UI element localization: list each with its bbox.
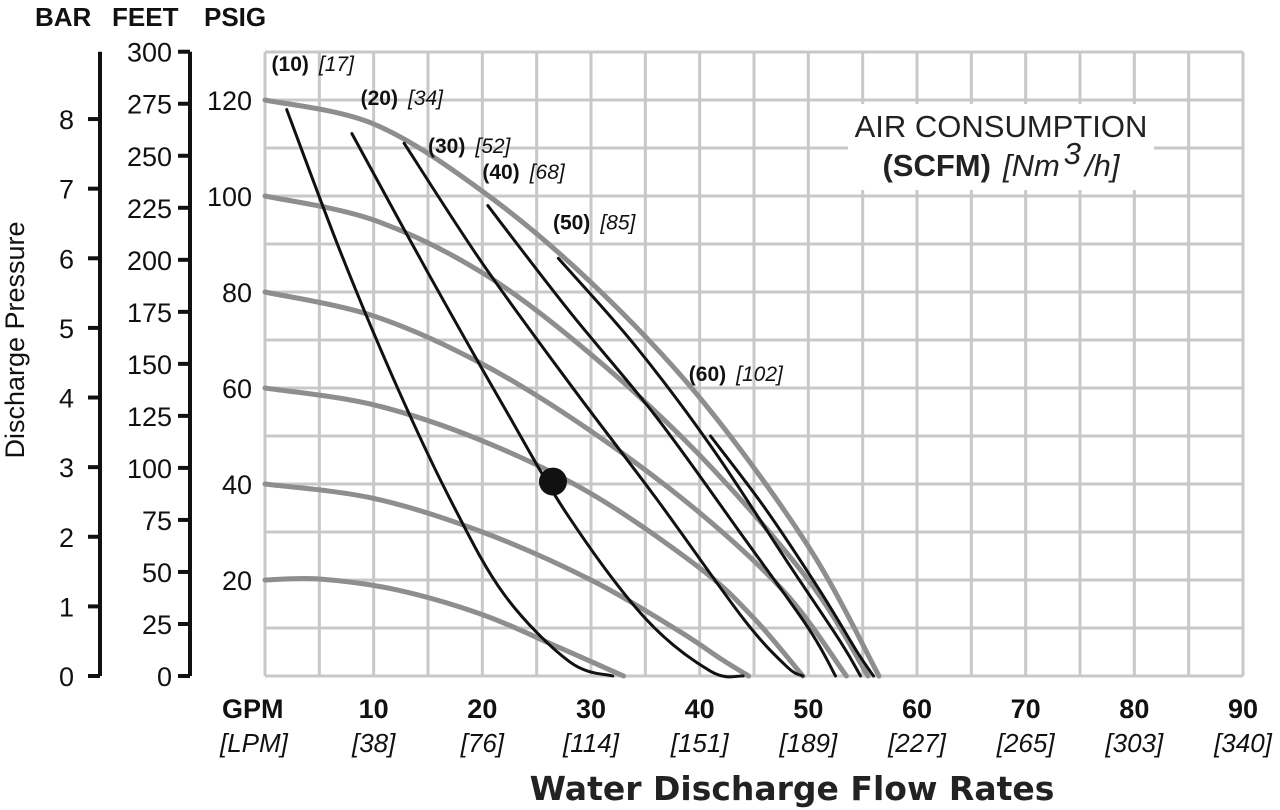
bar-tick: 5 — [59, 314, 74, 344]
legend-unit: (SCFM) [Nm 3 /h] — [882, 136, 1120, 183]
pressure-curve-20 — [262, 575, 627, 679]
x-axis-title: Water Discharge Flow Rates — [530, 769, 1055, 808]
legend-unit-nm: [Nm — [1002, 148, 1060, 183]
feet-axis-header: FEET — [112, 2, 179, 32]
x-tick-lpm: [189] — [778, 728, 838, 758]
air-curve-scfm: (40) — [482, 161, 519, 184]
x-tick-lpm: [114] — [562, 728, 620, 758]
psig-tick: 100 — [207, 182, 252, 212]
air-curve-3 — [402, 141, 805, 678]
legend-unit-sup: 3 — [1064, 136, 1081, 171]
feet-tick: 225 — [127, 194, 172, 224]
bar-tick: 4 — [59, 384, 74, 414]
curve-labels: (10) [17] (20) [34] (30) [52] (40) [68] (50) [85]… — [272, 53, 785, 386]
air-curve-5 — [556, 256, 862, 678]
air-curve-nm3h: [68] — [529, 161, 566, 184]
x-tick-lpm: [227] — [887, 728, 947, 758]
x-tick-gpm: 20 — [467, 694, 497, 724]
air-curve-label-6: (60) [102] — [689, 363, 784, 386]
x-unit-lpm: [LPM] — [219, 728, 289, 758]
air-consumption-curves — [285, 108, 875, 679]
legend-unit-scfm: (SCFM) — [882, 148, 990, 183]
psig-tick: 40 — [222, 470, 252, 500]
feet-tick: 200 — [127, 246, 172, 276]
feet-tick: 0 — [157, 662, 172, 692]
air-curve-nm3h: [52] — [474, 135, 511, 158]
feet-tick: 50 — [142, 558, 172, 588]
bar-tick: 2 — [59, 523, 74, 553]
x-tick-gpm: 80 — [1119, 694, 1149, 724]
pressure-curve-40 — [262, 481, 752, 679]
pressure-curve-60 — [262, 385, 806, 679]
y-axis-title: Discharge Pressure — [0, 221, 30, 458]
pressure-curve-100 — [262, 193, 871, 679]
x-tick-gpm: 70 — [1011, 694, 1041, 724]
air-curve-nm3h: [17] — [318, 53, 355, 76]
psig-axis-header: PSIG — [204, 2, 266, 32]
x-tick-lpm: [340] — [1213, 728, 1273, 758]
feet-tick: 75 — [142, 506, 172, 536]
air-curve-4 — [486, 204, 837, 678]
legend-background — [848, 104, 1154, 190]
psig-tick: 120 — [207, 86, 252, 116]
feet-tick: 275 — [127, 90, 172, 120]
x-tick-lpm: [303] — [1104, 728, 1164, 758]
air-curve-1 — [285, 108, 615, 678]
feet-tick: 25 — [142, 610, 172, 640]
feet-tick: 300 — [127, 38, 172, 68]
x-tick-gpm: 30 — [576, 694, 606, 724]
bar-tick: 8 — [59, 105, 74, 135]
legend-unit-end: /h] — [1083, 148, 1121, 183]
legend-title: AIR CONSUMPTION — [855, 109, 1148, 144]
feet-tick: 175 — [127, 298, 172, 328]
psig-tick: 80 — [222, 278, 252, 308]
pressure-curve-120 — [262, 97, 882, 679]
bar-tick: 0 — [59, 662, 74, 692]
air-curve-nm3h: [102] — [735, 363, 784, 386]
bar-tick: 6 — [59, 244, 74, 274]
x-tick-gpm: 90 — [1228, 694, 1258, 724]
x-tick-lpm: [38] — [351, 728, 396, 758]
axes: 10[38]20[76]30[114]40[151]50[189]60[227]… — [59, 38, 1273, 758]
bar-tick: 3 — [59, 453, 74, 483]
x-tick-gpm: 10 — [359, 694, 389, 724]
air-curve-label-1: (10) [17] — [272, 53, 356, 76]
x-unit-gpm: GPM — [222, 694, 284, 724]
x-tick-gpm: 40 — [685, 694, 715, 724]
x-tick-lpm: [76] — [460, 728, 505, 758]
air-curve-scfm: (60) — [689, 363, 726, 386]
x-tick-gpm: 60 — [902, 694, 932, 724]
air-curve-6 — [709, 434, 875, 678]
air-curve-nm3h: [85] — [599, 212, 636, 235]
air-curve-scfm: (50) — [553, 212, 590, 235]
operating-point — [538, 467, 567, 496]
air-curve-scfm: (20) — [361, 87, 398, 110]
air-curve-label-2: (20) [34] — [361, 87, 445, 110]
bar-tick: 7 — [59, 175, 74, 205]
bar-axis-header: BAR — [35, 2, 92, 32]
feet-tick: 125 — [127, 402, 172, 432]
air-curve-label-4: (40) [68] — [482, 161, 566, 184]
air-curve-scfm: (30) — [428, 135, 465, 158]
feet-tick: 100 — [127, 454, 172, 484]
air-curve-label-5: (50) [85] — [553, 212, 637, 235]
x-tick-lpm: [151] — [670, 728, 730, 758]
air-curve-label-3: (30) [52] — [428, 135, 512, 158]
feet-tick: 250 — [127, 142, 172, 172]
psig-tick: 60 — [222, 374, 252, 404]
x-tick-lpm: [265] — [996, 728, 1056, 758]
feet-tick: 150 — [127, 350, 172, 380]
bar-tick: 1 — [59, 592, 74, 622]
air-curve-scfm: (10) — [272, 53, 309, 76]
psig-tick: 20 — [222, 566, 252, 596]
air-curve-nm3h: [34] — [407, 87, 444, 110]
x-tick-gpm: 50 — [793, 694, 823, 724]
